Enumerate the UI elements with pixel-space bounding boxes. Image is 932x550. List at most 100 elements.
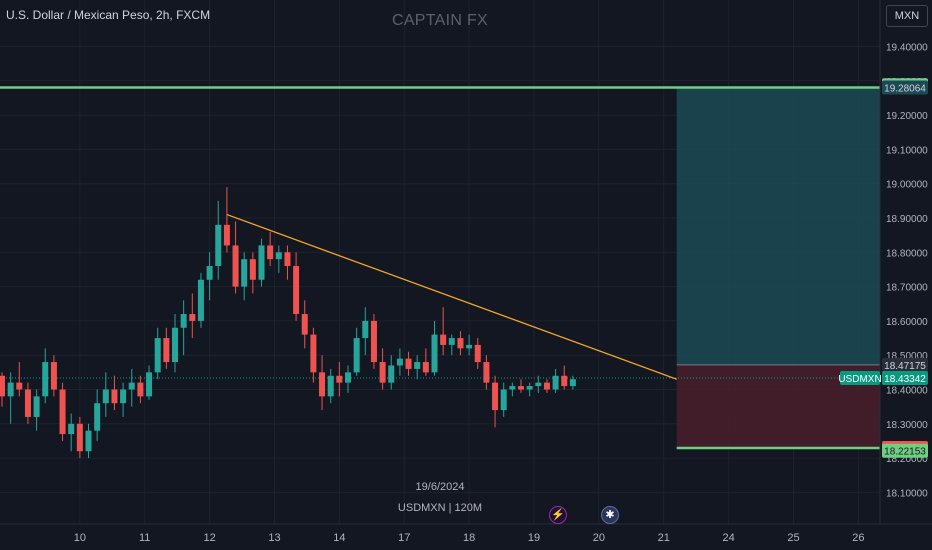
price-tick-label: 18.30000 <box>886 420 928 431</box>
time-tick-label: 11 <box>139 532 150 544</box>
candle-body <box>362 320 369 339</box>
candle-body <box>518 386 524 390</box>
candle-body <box>301 314 308 335</box>
watermark: CAPTAIN FX <box>391 12 489 29</box>
candle-body <box>500 389 507 411</box>
candle-body <box>275 252 282 260</box>
price-labels: 19.2869419.2806418.47175USDMXN18.4334218… <box>838 78 928 458</box>
candle-body <box>68 423 75 435</box>
candle-body <box>414 362 421 369</box>
candle-body <box>336 375 343 383</box>
time-tick-label: 18 <box>463 532 475 544</box>
candle-body <box>526 386 533 390</box>
candle-body <box>535 382 542 387</box>
time-tick-label: 14 <box>333 532 345 544</box>
candle-body <box>284 252 291 267</box>
price-tick-label: 18.40000 <box>886 386 928 397</box>
price-label-text: USDMXN <box>838 374 881 385</box>
candle-body <box>59 389 66 435</box>
time-tick-label: 17 <box>398 532 410 544</box>
time-tick-label: 26 <box>852 532 864 544</box>
time-tick-label: 25 <box>787 532 799 544</box>
candle-body <box>24 389 31 417</box>
time-tick-label: 12 <box>203 532 215 544</box>
candle-body <box>50 362 57 390</box>
price-tick-label: 19.20000 <box>886 111 928 122</box>
candle-body <box>137 382 144 397</box>
time-tick-label: 19 <box>528 532 540 544</box>
level-lines <box>0 86 880 450</box>
candle-body <box>249 259 256 280</box>
candle-body <box>422 362 429 373</box>
price-label-text: 19.28064 <box>884 83 926 94</box>
time-tick-label: 21 <box>658 532 670 544</box>
candle-body <box>543 382 550 390</box>
candle-body <box>327 375 334 397</box>
symbol-interval-annotation: USDMXN | 120M <box>397 502 483 514</box>
candle-body <box>509 386 516 390</box>
price-tick-label: 18.90000 <box>886 214 928 225</box>
candle-body <box>215 224 222 267</box>
price-label-bg <box>882 80 928 95</box>
candle-body <box>370 320 377 363</box>
time-axis[interactable]: 10 11 12 13 14 17 18 19 20 21 24 25 26 <box>0 523 932 550</box>
candle-body <box>552 375 559 390</box>
price-tick-label: 18.70000 <box>886 283 928 294</box>
candle-body <box>180 314 187 328</box>
candle-body <box>0 375 5 397</box>
price-label-text: 18.22153 <box>884 447 926 458</box>
candle-body <box>569 379 576 387</box>
price-tick-label: 18.60000 <box>886 317 928 328</box>
candle-body <box>379 362 386 383</box>
price-label-bg <box>840 371 880 386</box>
candle-body <box>42 362 49 397</box>
candle-body <box>319 372 326 397</box>
candle-body <box>310 334 317 373</box>
candle-body <box>457 338 464 349</box>
candle-body <box>293 266 300 315</box>
candle-body <box>163 338 170 363</box>
candle-body <box>396 358 403 366</box>
candle-body <box>111 389 118 404</box>
candle-body <box>120 389 127 404</box>
lightning-icon[interactable]: ⚡ <box>549 506 567 524</box>
price-tick-label: 18.10000 <box>886 488 928 499</box>
candle-body <box>431 334 438 373</box>
candle-body <box>353 338 360 373</box>
candle-body <box>128 382 135 390</box>
candle-body <box>102 389 109 404</box>
price-label-bg <box>882 357 928 372</box>
candle-body <box>345 372 351 383</box>
currency-button[interactable]: MXN <box>886 5 928 27</box>
candle-body <box>474 344 481 363</box>
candle-body <box>94 403 101 431</box>
candle-body <box>189 314 196 321</box>
price-tick-label: 18.20000 <box>886 454 928 465</box>
time-tick-label: 13 <box>268 532 280 544</box>
time-tick-label: 20 <box>593 532 605 544</box>
candle-body <box>440 334 447 345</box>
candle-body <box>492 382 499 411</box>
trendline <box>226 213 677 380</box>
candle-body <box>154 338 161 373</box>
candle-body <box>483 362 490 383</box>
candle-body <box>16 382 23 390</box>
price-tick-label: 19.10000 <box>886 145 928 156</box>
price-tick-label: 18.80000 <box>886 248 928 259</box>
price-label-text: 18.47175 <box>884 361 926 372</box>
candle-body <box>76 423 83 452</box>
us-flag-icon[interactable]: ✱ <box>601 506 619 524</box>
candle-body <box>232 245 239 287</box>
candle-body <box>561 375 568 387</box>
symbol-title[interactable]: U.S. Dollar / Mexican Peso, 2h, FXCM <box>6 8 211 22</box>
candle-body <box>223 224 230 246</box>
time-tick-label: 10 <box>74 532 86 544</box>
price-tick-label: 19.00000 <box>886 180 928 191</box>
price-label-bg <box>882 371 928 386</box>
candle-body <box>405 358 412 369</box>
price-tick-label: 18.50000 <box>886 351 928 362</box>
price-tick-label: 19.40000 <box>886 43 928 54</box>
time-tick-label: 24 <box>722 532 734 544</box>
candle-body <box>146 372 153 397</box>
